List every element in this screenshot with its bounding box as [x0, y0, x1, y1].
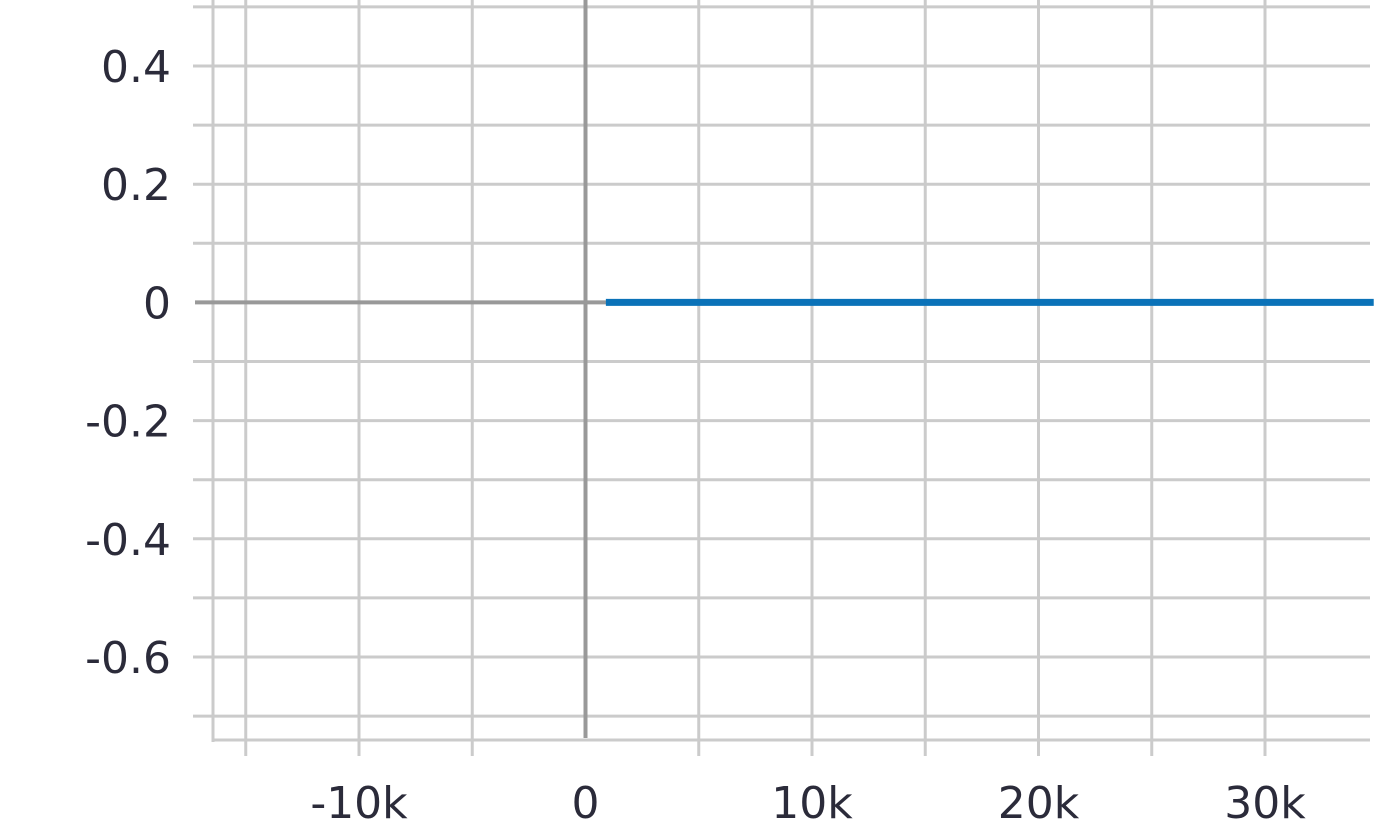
- x-tick-label: 20k: [998, 778, 1080, 829]
- y-tick-label: -0.6: [85, 633, 171, 684]
- y-tick-label: 0.2: [101, 160, 171, 211]
- axes: [195, 0, 1370, 742]
- x-tick-label: -10k: [310, 778, 408, 829]
- grid: [193, 0, 1370, 756]
- y-tick-label: -0.4: [85, 515, 171, 566]
- tick-labels: -10k 0 10k 20k 30k 0.4 0.2 0 -0.2 -0.4 -0.6: [85, 42, 1306, 829]
- x-tick-label: 30k: [1224, 778, 1306, 829]
- x-tick-label: 0: [572, 778, 600, 829]
- x-tick-label: 10k: [771, 778, 853, 829]
- y-tick-label: 0.4: [101, 42, 171, 93]
- y-tick-label: -0.2: [85, 397, 171, 448]
- y-tick-label: 0: [143, 278, 171, 329]
